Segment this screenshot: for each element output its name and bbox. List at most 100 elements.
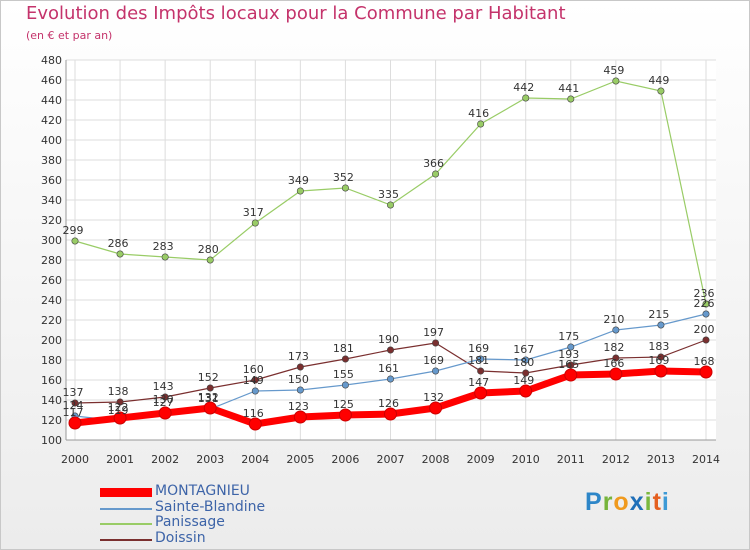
data-point-montagnieu bbox=[203, 401, 217, 415]
data-point-sainte-blandine bbox=[296, 386, 304, 394]
data-label-doissin: 197 bbox=[423, 326, 444, 339]
data-label-panissage: 236 bbox=[694, 287, 715, 300]
data-label-montagnieu: 165 bbox=[558, 358, 579, 371]
data-label-doissin: 173 bbox=[288, 350, 309, 363]
data-point-montagnieu bbox=[699, 365, 713, 379]
x-tick-label: 2009 bbox=[467, 453, 495, 466]
data-point-doissin bbox=[251, 376, 259, 384]
y-tick-label: 360 bbox=[41, 174, 62, 187]
data-point-montagnieu bbox=[113, 411, 127, 425]
legend-label: Doissin bbox=[155, 529, 206, 546]
legend-swatch bbox=[100, 523, 152, 525]
data-point-panissage bbox=[386, 201, 394, 209]
data-point-panissage bbox=[296, 187, 304, 195]
data-point-panissage bbox=[522, 94, 530, 102]
data-label-montagnieu: 147 bbox=[468, 376, 489, 389]
data-label-doissin: 182 bbox=[603, 341, 624, 354]
data-label-montagnieu: 122 bbox=[108, 401, 129, 414]
data-point-montagnieu bbox=[519, 384, 533, 398]
x-tick-label: 2010 bbox=[512, 453, 540, 466]
data-label-sainte-blandine: 149 bbox=[243, 374, 264, 387]
legend-swatch bbox=[100, 507, 152, 510]
x-tick-label: 2003 bbox=[196, 453, 224, 466]
data-label-panissage: 449 bbox=[648, 74, 669, 87]
data-label-panissage: 335 bbox=[378, 188, 399, 201]
data-label-sainte-blandine: 210 bbox=[603, 313, 624, 326]
data-point-panissage bbox=[432, 170, 440, 178]
data-point-sainte-blandine bbox=[522, 356, 530, 364]
data-point-sainte-blandine bbox=[386, 375, 394, 383]
y-tick-label: 380 bbox=[41, 154, 62, 167]
data-label-montagnieu: 168 bbox=[694, 355, 715, 368]
data-point-doissin bbox=[116, 398, 124, 406]
data-point-sainte-blandine bbox=[657, 321, 665, 329]
y-tick-label: 440 bbox=[41, 94, 62, 107]
data-point-montagnieu bbox=[293, 410, 307, 424]
data-label-montagnieu: 117 bbox=[63, 406, 84, 419]
data-label-panissage: 459 bbox=[603, 64, 624, 77]
y-tick-label: 460 bbox=[41, 74, 62, 87]
data-label-panissage: 283 bbox=[153, 240, 174, 253]
data-point-montagnieu bbox=[474, 386, 488, 400]
data-label-sainte-blandine: 167 bbox=[513, 343, 534, 356]
data-label-doissin: 137 bbox=[63, 386, 84, 399]
proxiti-logo: Proxiti bbox=[585, 488, 670, 516]
data-label-montagnieu: 126 bbox=[378, 397, 399, 410]
legend-swatch bbox=[100, 538, 152, 541]
y-tick-label: 200 bbox=[41, 334, 62, 347]
data-label-doissin: 160 bbox=[243, 363, 264, 376]
y-tick-label: 140 bbox=[41, 394, 62, 407]
y-tick-label: 260 bbox=[41, 274, 62, 287]
x-tick-label: 2011 bbox=[557, 453, 585, 466]
data-label-montagnieu: 132 bbox=[198, 391, 219, 404]
data-label-montagnieu: 125 bbox=[333, 398, 354, 411]
data-label-montagnieu: 123 bbox=[288, 400, 309, 413]
data-point-panissage bbox=[567, 95, 575, 103]
data-point-doissin bbox=[161, 393, 169, 401]
data-point-montagnieu bbox=[248, 417, 262, 431]
data-point-doissin bbox=[386, 346, 394, 354]
data-label-panissage: 280 bbox=[198, 243, 219, 256]
legend-label: Sainte-Blandine bbox=[155, 498, 266, 515]
data-point-doissin bbox=[657, 353, 665, 361]
y-tick-label: 300 bbox=[41, 234, 62, 247]
data-label-doissin: 180 bbox=[513, 356, 534, 369]
data-label-doissin: 143 bbox=[153, 380, 174, 393]
data-label-sainte-blandine: 124 bbox=[63, 399, 84, 412]
data-label-sainte-blandine: 130 bbox=[153, 393, 174, 406]
y-tick-label: 220 bbox=[41, 314, 62, 327]
y-tick-label: 280 bbox=[41, 254, 62, 267]
data-label-panissage: 416 bbox=[468, 107, 489, 120]
y-tick-label: 400 bbox=[41, 134, 62, 147]
y-tick-label: 180 bbox=[41, 354, 62, 367]
x-tick-label: 2013 bbox=[647, 453, 675, 466]
y-tick-label: 420 bbox=[41, 114, 62, 127]
data-label-sainte-blandine: 226 bbox=[694, 297, 715, 310]
data-point-montagnieu bbox=[654, 364, 668, 378]
y-tick-label: 160 bbox=[41, 374, 62, 387]
data-point-sainte-blandine bbox=[702, 310, 710, 318]
data-point-doissin bbox=[702, 336, 710, 344]
data-label-montagnieu: 149 bbox=[513, 374, 534, 387]
data-point-sainte-blandine bbox=[432, 367, 440, 375]
data-point-doissin bbox=[477, 367, 485, 375]
data-label-sainte-blandine: 150 bbox=[288, 373, 309, 386]
data-label-doissin: 181 bbox=[333, 342, 354, 355]
x-tick-label: 2008 bbox=[422, 453, 450, 466]
data-label-sainte-blandine: 215 bbox=[648, 308, 669, 321]
chart-subtitle: (en € et par an) bbox=[26, 29, 113, 42]
data-point-montagnieu bbox=[609, 367, 623, 381]
data-point-doissin bbox=[206, 384, 214, 392]
data-point-montagnieu bbox=[158, 406, 172, 420]
x-tick-label: 2006 bbox=[331, 453, 359, 466]
data-label-montagnieu: 166 bbox=[603, 357, 624, 370]
x-tick-label: 2007 bbox=[377, 453, 405, 466]
data-label-montagnieu: 169 bbox=[648, 354, 669, 367]
data-label-doissin: 181 bbox=[468, 354, 489, 367]
data-point-montagnieu bbox=[564, 368, 578, 382]
legend-swatch bbox=[100, 488, 152, 497]
data-point-sainte-blandine bbox=[341, 381, 349, 389]
data-point-panissage bbox=[116, 250, 124, 258]
data-label-sainte-blandine: 131 bbox=[198, 392, 219, 405]
chart-title: Evolution des Impôts locaux pour la Comm… bbox=[26, 3, 566, 24]
